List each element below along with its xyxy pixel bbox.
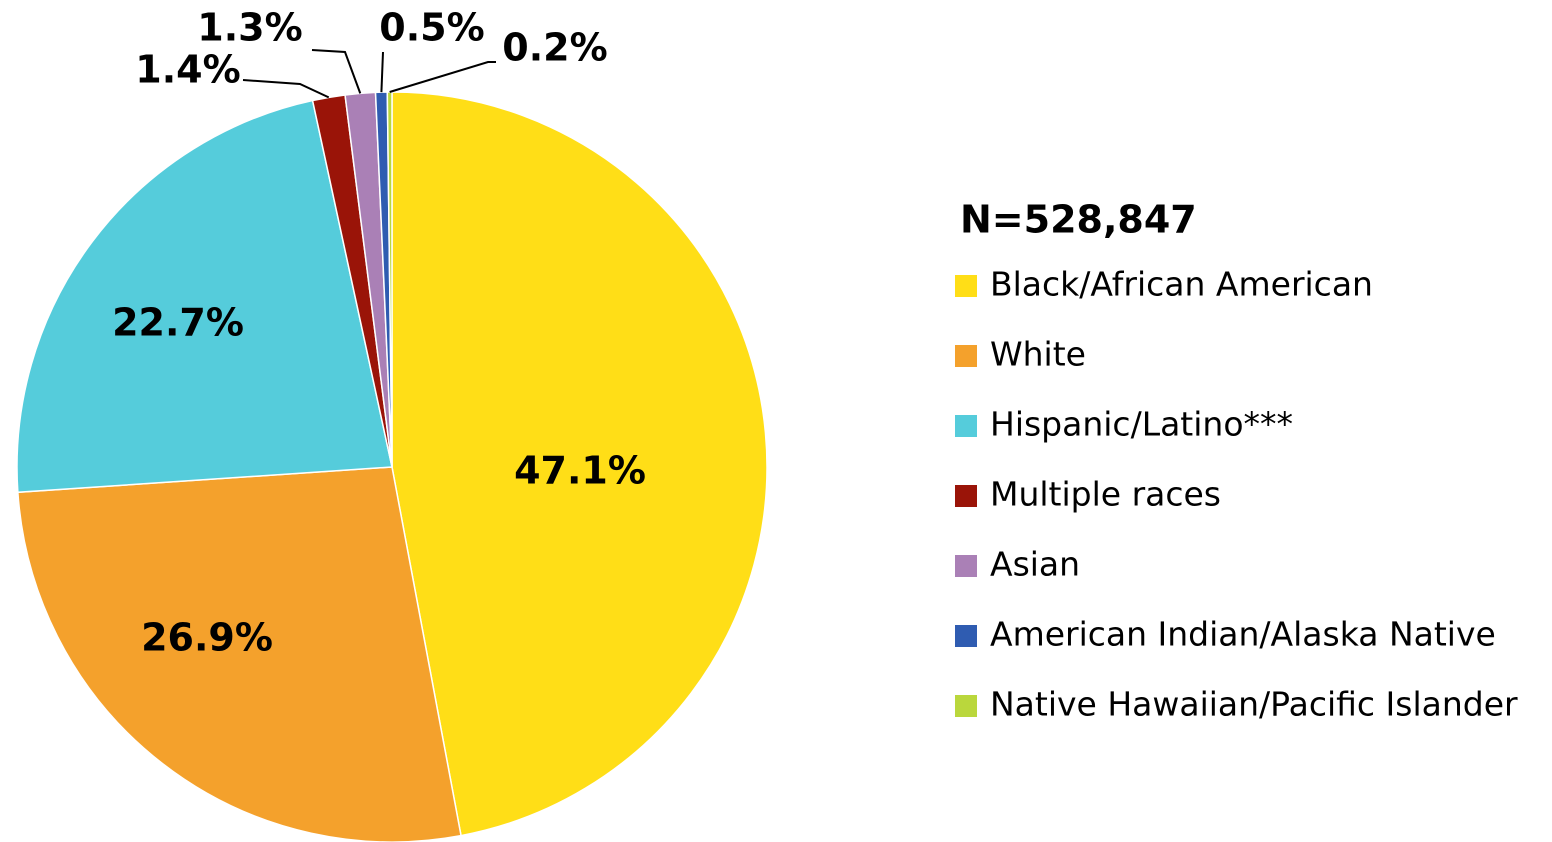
legend-title: N=528,847 — [960, 198, 1197, 242]
slice-label: 26.9% — [141, 616, 273, 660]
legend-label: Multiple races — [990, 475, 1221, 514]
slice-label: 0.2% — [502, 26, 607, 70]
pie-slice — [391, 91, 768, 837]
legend-label: American Indian/Alaska Native — [990, 615, 1496, 654]
legend-swatch — [955, 345, 977, 367]
legend-swatch — [955, 415, 977, 437]
legend-swatch — [955, 625, 977, 647]
pie-slice — [16, 99, 393, 494]
legend-label: White — [990, 335, 1086, 374]
legend-swatch — [955, 695, 977, 717]
legend-swatch — [955, 275, 977, 297]
legend-label: Asian — [990, 545, 1080, 584]
leader-line — [242, 79, 330, 99]
legend-label: Hispanic/Latino*** — [990, 405, 1293, 444]
leader-line — [311, 49, 362, 94]
slice-label: 1.4% — [135, 48, 240, 92]
legend-swatch — [955, 555, 977, 577]
leader-line — [389, 61, 496, 93]
legend-swatch — [955, 485, 977, 507]
legend-label: Native Hawaiian/Pacific Islander — [990, 685, 1518, 724]
slice-label: 1.3% — [197, 6, 302, 50]
slice-label: 0.5% — [379, 6, 484, 50]
slice-label: 22.7% — [112, 301, 244, 345]
leader-line — [380, 51, 384, 93]
slice-label: 47.1% — [514, 449, 646, 493]
legend-label: Black/African American — [990, 265, 1373, 304]
